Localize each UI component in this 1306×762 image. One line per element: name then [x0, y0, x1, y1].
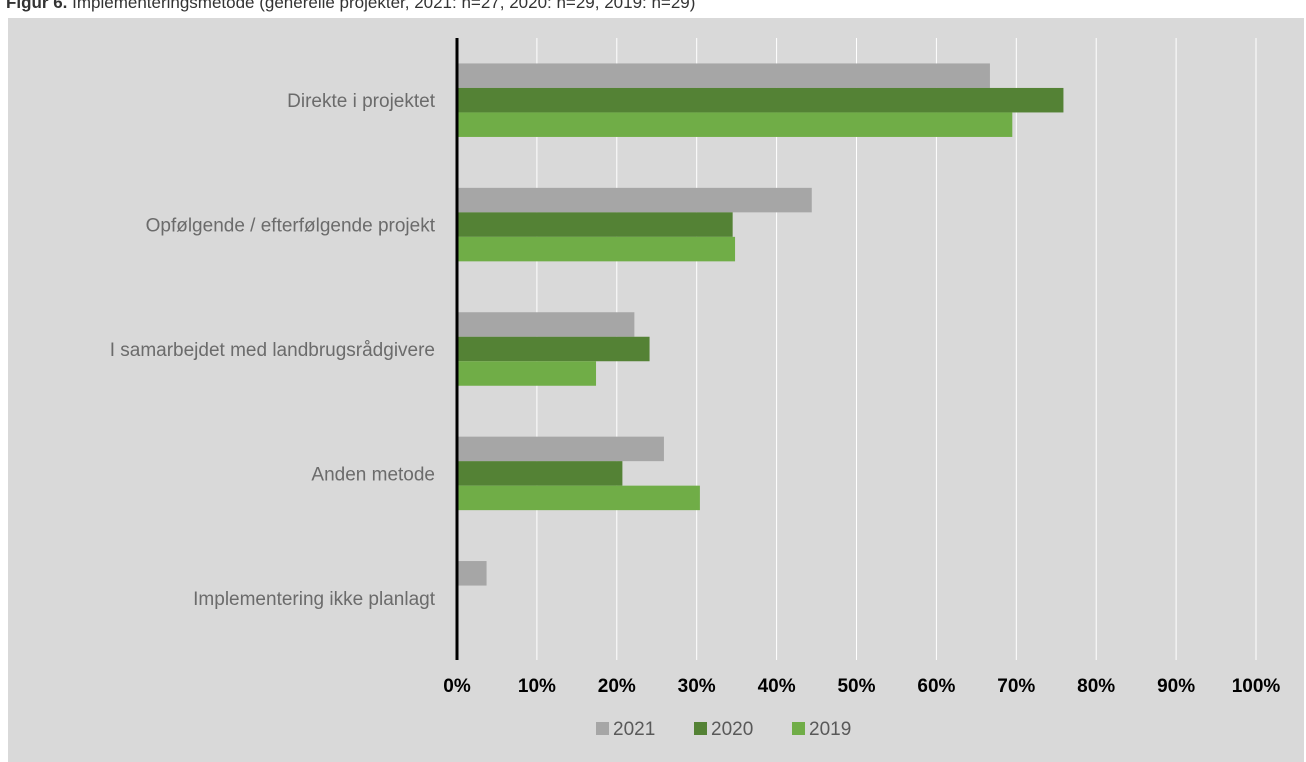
x-tick-label: 80% — [1077, 676, 1115, 697]
x-tick-label: 30% — [678, 676, 716, 697]
figure-caption-prefix: Figur 6. — [6, 0, 68, 12]
category-label: Opfølgende / efterfølgende projekt — [146, 216, 436, 237]
category-label: Implementering ikke planlagt — [193, 589, 436, 610]
figure-caption: Figur 6. Implementeringsmetode (generell… — [6, 0, 695, 13]
bar-2020 — [457, 461, 623, 486]
x-tick-label: 90% — [1157, 676, 1195, 697]
bar-2020 — [457, 212, 733, 237]
bar-2019 — [457, 485, 700, 511]
bar-2019 — [457, 361, 597, 386]
x-tick-label: 40% — [758, 676, 796, 697]
bar-2020 — [457, 87, 1064, 113]
x-tick-label: 0% — [443, 676, 471, 697]
bar-2021 — [457, 63, 990, 88]
legend-label-2021: 2021 — [613, 719, 655, 740]
bar-2019 — [457, 112, 1013, 137]
x-tick-label: 60% — [917, 676, 955, 697]
figure-caption-text: Implementeringsmetode (generelle projekt… — [67, 0, 696, 12]
bar-2020 — [457, 336, 650, 362]
legend-swatch-2020 — [694, 722, 707, 735]
x-tick-label: 50% — [837, 676, 875, 697]
x-tick-label: 70% — [997, 676, 1035, 697]
bar-2019 — [457, 236, 736, 262]
x-tick-label: 20% — [598, 676, 636, 697]
bar-2021 — [457, 436, 664, 462]
category-label: I samarbejdet med landbrugsrådgivere — [110, 340, 435, 361]
category-label: Direkte i projektet — [287, 91, 436, 112]
legend-swatch-2019 — [792, 722, 805, 735]
x-tick-label: 10% — [518, 676, 556, 697]
legend-swatch-2021 — [596, 722, 609, 735]
bar-2021 — [457, 561, 487, 586]
chart-area — [8, 18, 1304, 762]
legend-label-2020: 2020 — [711, 719, 753, 740]
legend-label-2019: 2019 — [809, 719, 851, 740]
x-tick-label: 100% — [1232, 676, 1281, 697]
bar-2021 — [457, 187, 812, 213]
category-label: Anden metode — [311, 464, 435, 485]
bar-2021 — [457, 312, 635, 337]
